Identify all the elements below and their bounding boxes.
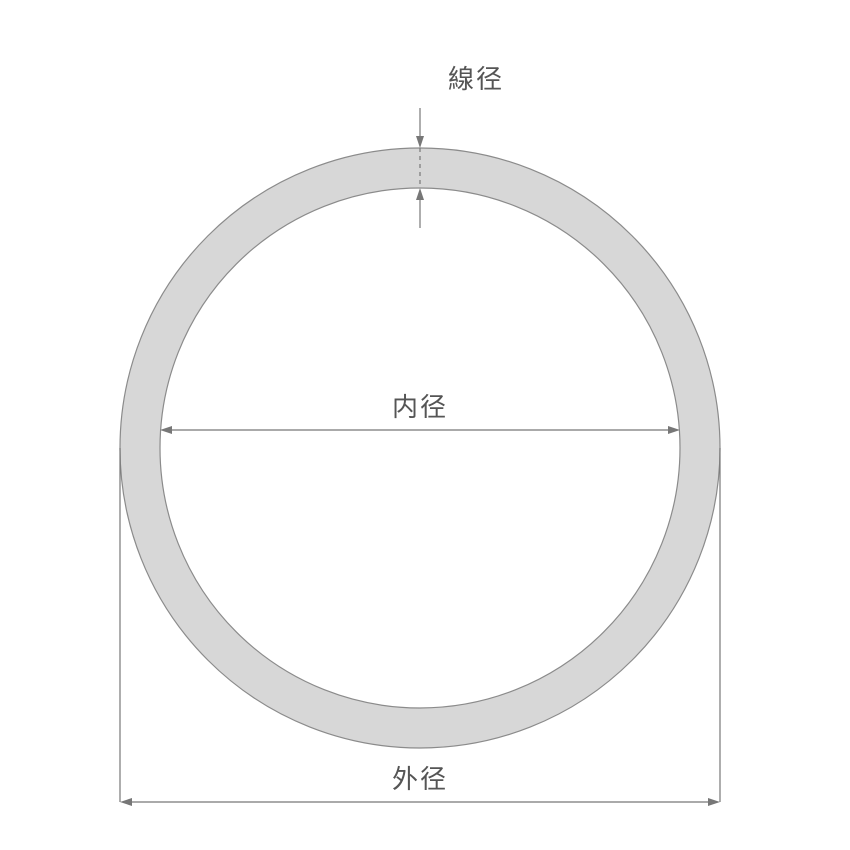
outer-diameter-label: 外径: [392, 764, 448, 794]
ring-dimension-diagram: 外径 内径 線径: [0, 0, 850, 850]
ring-inner-circle: [160, 188, 680, 708]
inner-diameter-label: 内径: [392, 392, 448, 422]
wire-diameter-label: 線径: [448, 64, 504, 94]
